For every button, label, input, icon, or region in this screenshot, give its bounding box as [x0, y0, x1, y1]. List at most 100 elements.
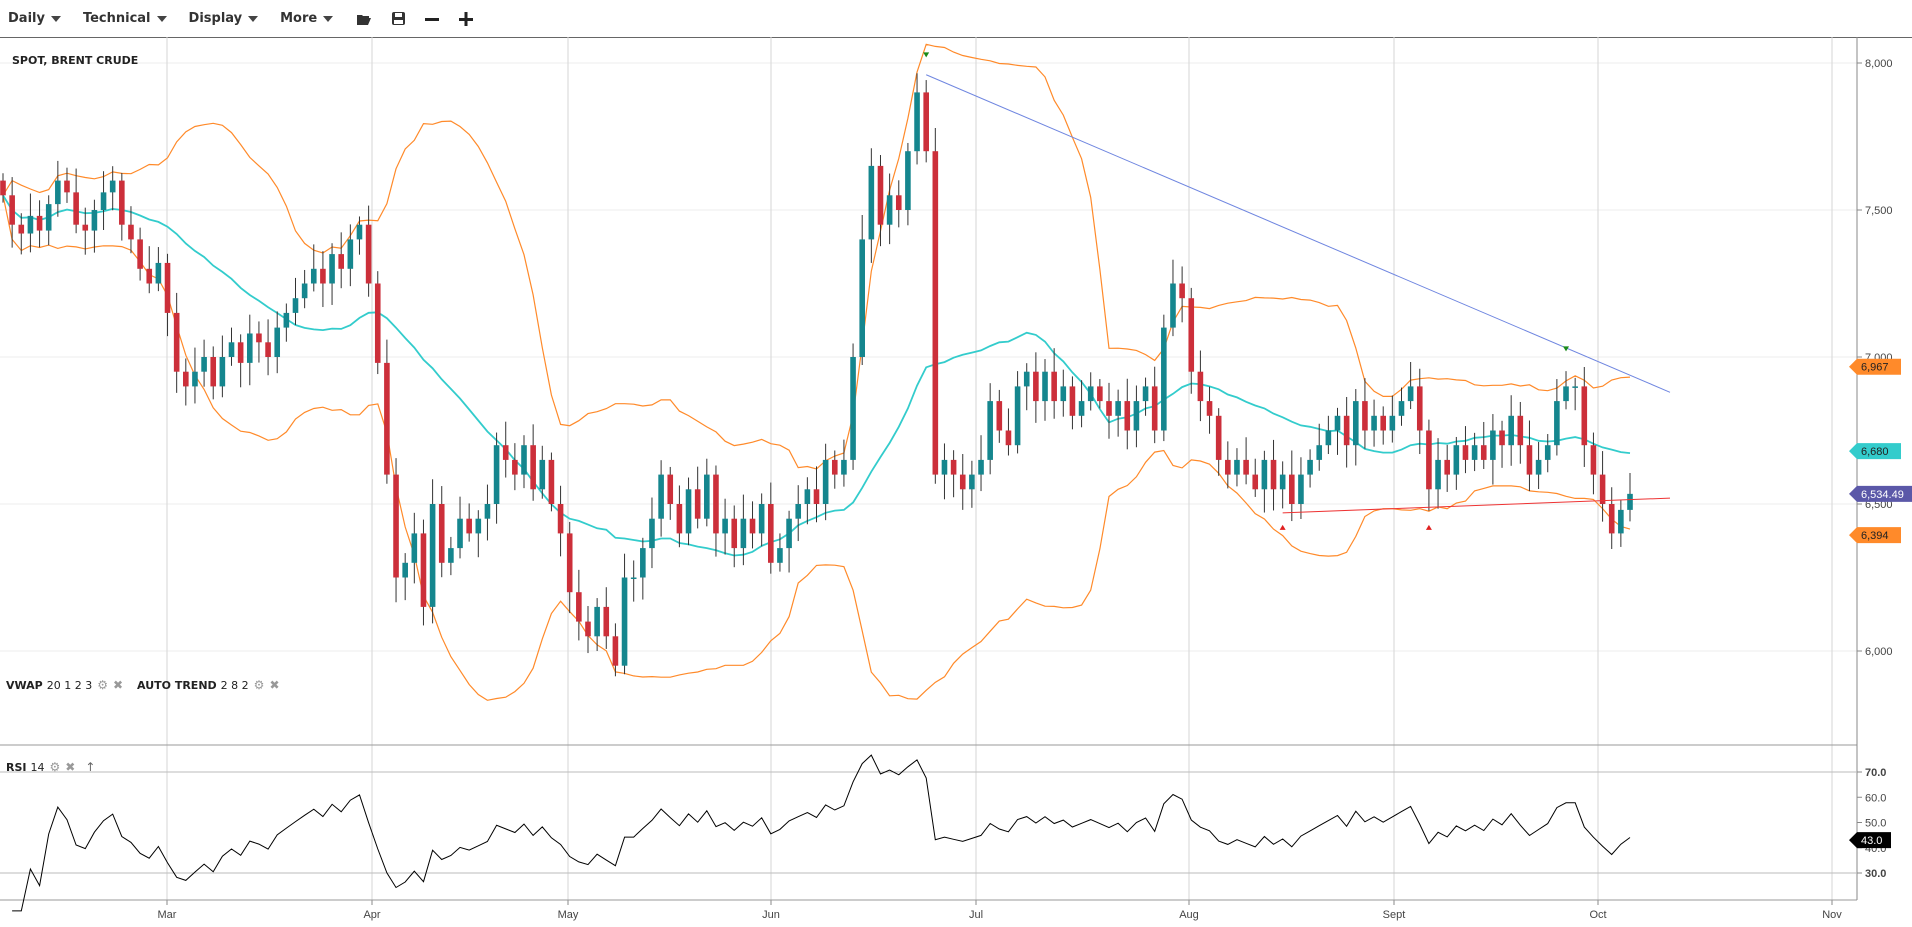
candle	[676, 485, 683, 548]
rsi-legend: RSI 14 ⚙ ✖ ↑	[6, 760, 95, 774]
candle	[1508, 395, 1514, 466]
menu-technical[interactable]: Technical	[83, 11, 167, 26]
candle-body	[585, 621, 591, 637]
candle-body	[493, 445, 500, 504]
candle	[1252, 458, 1259, 497]
candle-body	[713, 474, 719, 534]
candle	[950, 450, 957, 498]
close-icon[interactable]: ✖	[65, 760, 76, 774]
candle	[740, 494, 747, 566]
candle-body	[594, 606, 600, 637]
candle	[274, 311, 281, 374]
x-tick-label: May	[558, 909, 579, 921]
candle-body	[1014, 386, 1021, 446]
candle-body	[155, 262, 162, 284]
caret-down-icon	[248, 15, 259, 22]
candle-body	[1572, 386, 1578, 388]
candle-body	[886, 195, 893, 225]
gear-icon[interactable]: ⚙	[97, 678, 108, 692]
candle	[420, 519, 427, 626]
candle-body	[822, 459, 829, 504]
y-tick-label: 8,000	[1865, 58, 1893, 70]
candle	[1416, 368, 1423, 455]
candle	[978, 435, 984, 492]
menu-daily[interactable]: Daily	[8, 11, 61, 26]
x-tick-label: Sept	[1383, 909, 1406, 921]
candle	[1179, 266, 1185, 323]
candle-body	[1252, 474, 1259, 490]
candle	[640, 537, 646, 600]
candle-body	[914, 92, 920, 152]
arrow-up-icon[interactable]: ↑	[85, 760, 96, 774]
candle	[1097, 379, 1103, 409]
candle	[603, 587, 610, 649]
candle	[1590, 432, 1597, 495]
candle	[859, 214, 866, 365]
menu-more[interactable]: More	[280, 11, 334, 26]
gear-icon[interactable]: ⚙	[253, 678, 265, 692]
candle	[466, 503, 472, 542]
candle-body	[1435, 459, 1441, 490]
candle-body	[749, 518, 756, 534]
candle-body	[676, 504, 683, 534]
candle-body	[731, 518, 738, 549]
candle-body	[1389, 415, 1396, 431]
candle-body	[1270, 459, 1277, 490]
candle	[64, 167, 70, 203]
candle	[1535, 441, 1542, 490]
candle	[822, 443, 829, 521]
zoom-in-icon[interactable]	[455, 8, 477, 30]
candle	[1544, 434, 1551, 473]
candle	[1325, 415, 1332, 455]
candle	[356, 216, 363, 255]
candle-body	[1334, 415, 1341, 431]
candle-body	[1234, 459, 1240, 475]
zoom-out-icon[interactable]	[421, 8, 443, 30]
gear-icon[interactable]: ⚙	[49, 760, 61, 774]
candle	[1225, 441, 1231, 489]
candle-body	[1042, 371, 1048, 402]
lower-band-line	[2, 195, 1631, 701]
candle	[548, 452, 555, 512]
candle-body	[850, 357, 856, 460]
candle-body	[740, 518, 747, 549]
close-icon[interactable]: ✖	[112, 678, 124, 692]
menu-display[interactable]: Display	[189, 11, 259, 26]
candle	[192, 347, 198, 404]
candle	[786, 510, 792, 573]
candle-body	[1289, 474, 1295, 504]
rsi-params: 14	[30, 760, 45, 774]
candle	[996, 389, 1003, 443]
trendline-resistance	[925, 74, 1671, 393]
price-label-tag	[1849, 358, 1901, 375]
candle	[1398, 387, 1405, 426]
folder-open-icon[interactable]	[353, 8, 375, 30]
save-icon[interactable]	[387, 8, 409, 30]
candle	[128, 206, 134, 254]
candle-body	[1517, 415, 1524, 446]
trendline-support	[1282, 497, 1671, 514]
candle-body	[228, 342, 235, 357]
upper-band-line	[2, 43, 1631, 470]
candle	[146, 246, 153, 294]
candle-body	[658, 474, 664, 519]
candle	[621, 553, 628, 675]
candle-body	[1526, 445, 1533, 475]
candle-body	[274, 327, 281, 357]
candle	[219, 335, 226, 398]
x-tick-label: Mar	[158, 909, 177, 921]
candle	[1526, 420, 1533, 492]
candle-body	[1590, 445, 1597, 475]
candle	[941, 443, 948, 500]
candle-body	[1407, 386, 1414, 402]
candle-body	[1188, 298, 1195, 372]
candle	[18, 213, 25, 255]
close-icon[interactable]: ✖	[269, 678, 280, 692]
candle-body	[73, 192, 79, 225]
candle-body	[777, 548, 783, 563]
candle-body	[1307, 459, 1313, 475]
candle-body	[1225, 459, 1231, 475]
candle	[1051, 348, 1057, 419]
candle	[1407, 361, 1414, 410]
